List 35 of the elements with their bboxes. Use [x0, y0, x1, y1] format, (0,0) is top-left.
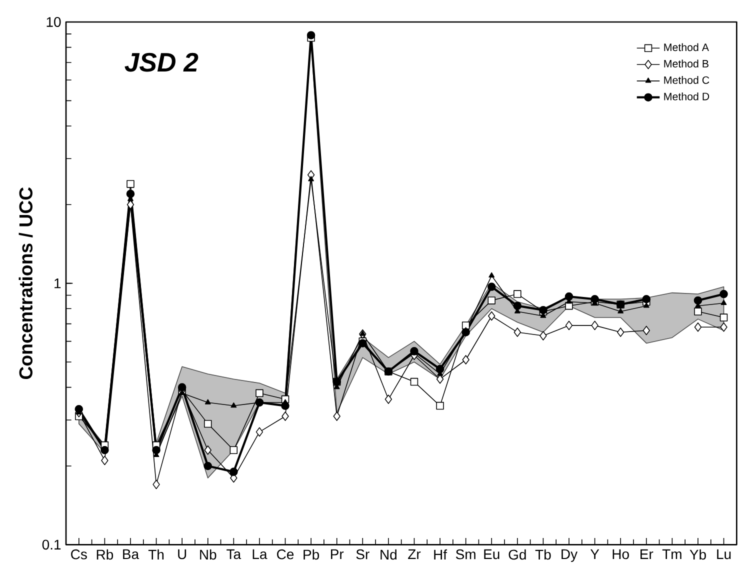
y-tick-label: 1 — [54, 278, 61, 288]
x-tick-label: Ce — [277, 549, 294, 560]
y-axis-title: Concentrations / UCC — [18, 187, 33, 380]
legend-label: Method A — [664, 43, 709, 52]
x-tick-label: Lu — [717, 549, 731, 560]
x-tick-label: Dy — [562, 549, 578, 562]
x-tick-label: Rb — [96, 549, 114, 560]
x-tick-label: Ba — [123, 549, 140, 560]
x-tick-label: Ho — [612, 549, 629, 560]
x-tick-label: Tm — [662, 549, 682, 559]
x-tick-label: Yb — [690, 549, 706, 560]
x-tick-label: Pr — [330, 549, 344, 559]
legend-label: Method B — [664, 60, 708, 68]
x-tick-label: Nd — [380, 549, 396, 560]
x-tick-label: Sr — [356, 549, 370, 560]
legend-label: Method C — [664, 76, 710, 84]
x-tick-label: Er — [640, 549, 654, 559]
x-tick-label: Gd — [508, 549, 526, 560]
x-tick-label: Eu — [484, 549, 500, 560]
x-tick-label: Th — [148, 549, 164, 560]
legend-label: Method D — [664, 92, 710, 100]
x-tick-label: Sm — [456, 549, 476, 560]
x-tick-label: La — [252, 549, 268, 560]
x-tick-label: Tb — [535, 549, 551, 560]
x-tick-label: Ta — [226, 549, 242, 560]
x-tick-label: U — [178, 549, 186, 560]
x-tick-label: Y — [590, 549, 600, 559]
x-tick-label: Cs — [71, 549, 87, 560]
y-tick-label: 10 — [46, 17, 61, 27]
y-tick-label: 0.1 — [42, 540, 61, 550]
x-tick-label: Hf — [434, 549, 448, 560]
x-tick-label: Nb — [200, 549, 216, 560]
x-tick-label: Pb — [304, 549, 320, 560]
x-tick-label: Zr — [408, 549, 421, 559]
text: JSD 2 — [124, 52, 198, 72]
